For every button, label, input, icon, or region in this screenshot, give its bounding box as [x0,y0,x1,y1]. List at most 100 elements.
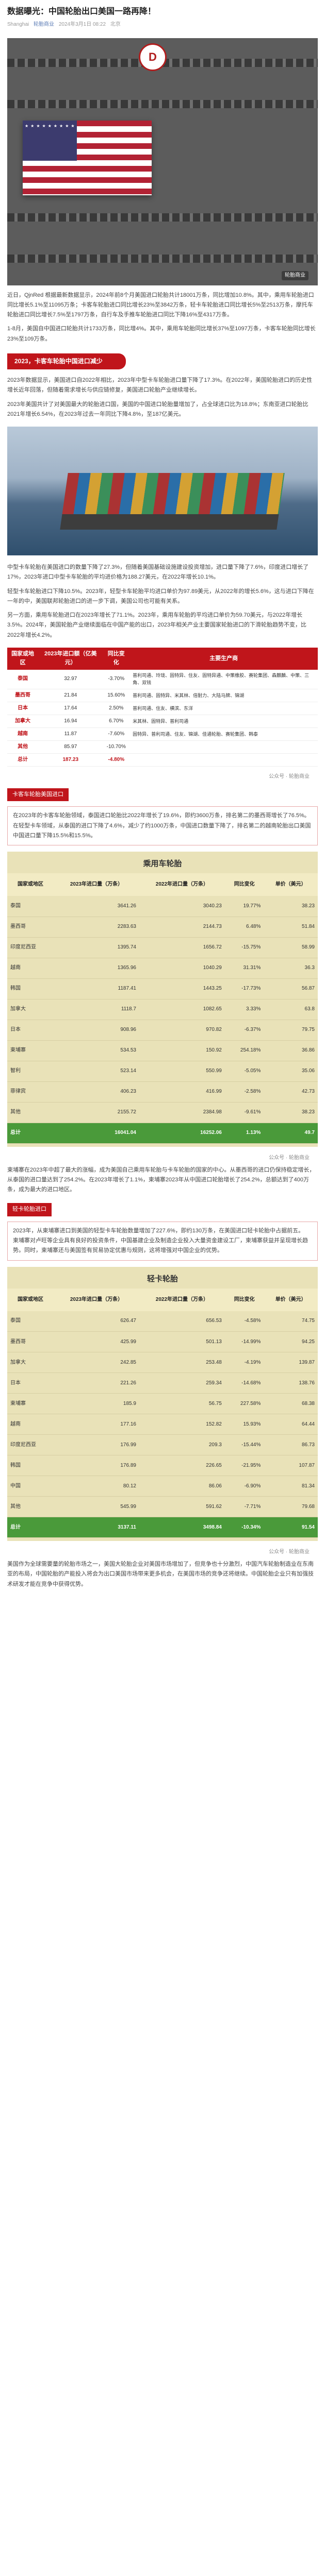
table-row: 日本 908.96 970.82 -6.37% 79.75 [7,1020,318,1041]
section-paragraph: 轻型卡车轮胎进口下降10.5%。2023年，轻型卡车轮胎平均进口单价为97.89… [7,588,314,604]
table-cell: -17.73% [224,978,264,999]
table-cell: 15.60% [103,689,130,702]
table-cell: 42.73 [264,1081,318,1103]
table-cell: -4.58% [224,1311,264,1332]
table-row: 越南 177.16 152.82 15.93% 64.44 [7,1414,318,1435]
table-cell: 226.65 [139,1455,225,1477]
table-cell: 86.73 [264,1434,318,1456]
table-row: 韩国 1187.41 1443.25 -17.73% 56.87 [7,978,318,999]
table-cell: 19.77% [224,896,264,917]
table-row: 印度尼西亚 176.99 209.3 -15.44% 86.73 [7,1434,318,1456]
intro-paragraph: 1-8月，美国自中国进口轮胎共计1733万条，同比增4%。其中，乘用车轮胎同比增… [7,326,316,342]
table-cell: 6.70% [103,715,130,728]
table-cell: 智利 [7,1061,54,1082]
passenger-tire-table: 国家或地区 2023年进口量（万条） 2022年进口量（万条） 同比变化 单价（… [7,873,318,1144]
col-header: 国家或地区 [7,647,39,670]
table-cell: 越南 [7,958,54,979]
table-cell: 1443.25 [139,978,225,999]
section-paragraph: 另一方面，乘用车轮胎进口在2023年增长了71.1%。2023年，乘用车轮胎的平… [7,612,307,638]
col-header: 2022年进口量（万条） [139,1288,225,1311]
section-paragraph: 中型卡车轮胎在美国进口的数量下降了27.3%，但随着美国基础设施建设投资增加，进… [7,564,309,581]
table-row: 越南 1365.96 1040.29 31.31% 36.3 [7,958,318,979]
table-cell: 16252.06 [139,1123,225,1144]
col-header: 同比变化 [103,647,130,670]
table-row: 越南 11.87 -7.60% 固特异、普利司通、住友、锦湖、佳通轮胎、赛轮集团、韩泰 [7,727,318,741]
table-cell [129,740,318,754]
table-cell: 94.25 [264,1331,318,1353]
table-row: 中国 80.12 86.06 -6.90% 81.34 [7,1476,318,1497]
box-paragraph: 柬埔寨对卢旺等企业具有良好的投资条件，中国基建企业及制造企业投入大量资金建设工厂… [13,1238,308,1254]
table-cell: -9.61% [224,1102,264,1123]
article-page: 数据曝光：中国轮胎出口美国一路再降！ Shanghai 轮胎商业 2024年3月… [7,7,318,1587]
col-header: 2023年进口量（万条） [54,873,139,896]
table-watermark: 公众号 · 轮胎商业 [269,1155,310,1161]
table-cell: 176.99 [54,1434,139,1456]
table-cell: 泰国 [7,896,54,917]
table-cell: 印度尼西亚 [7,937,54,958]
table-cell: 韩国 [7,1455,54,1477]
table-cell: 31.31% [224,958,264,979]
table-cell: 3.33% [224,999,264,1020]
table-cell: 总计 [7,753,39,767]
light-truck-tire-table: 国家或地区 2023年进口量（万条） 2022年进口量（万条） 同比变化 单价（… [7,1288,318,1538]
table-row: 泰国 3641.26 3040.23 19.77% 38.23 [7,896,318,917]
table-cell: 泰国 [7,669,39,689]
table-cell: -6.90% [224,1476,264,1497]
table-cell: 固特异、普利司通、住友、锦湖、佳通轮胎、赛轮集团、韩泰 [129,727,318,741]
table-cell: 501.13 [139,1331,225,1353]
table-row: 墨西哥 2283.63 2144.73 6.48% 51.84 [7,917,318,938]
table-cell: 2144.73 [139,917,225,938]
section-banner: 卡客车轮胎美国进口 [7,788,69,802]
table-cell: 3137.11 [54,1517,139,1538]
table-row: 柬埔寨 185.9 56.75 227.58% 68.38 [7,1393,318,1415]
table-cell: 56.75 [139,1393,225,1415]
table-cell: 其他 [7,1496,54,1518]
table-cell: 其他 [7,740,39,754]
meta-source: Shanghai [7,21,29,27]
table-cell: 韩国 [7,978,54,999]
import-value-table: 国家或地区 2023年进口额（亿美元） 同比变化 主要生产商 泰国 32.97 -3… [7,647,318,767]
table-cell: 259.34 [139,1372,225,1394]
table-cell: 49.7 [264,1123,318,1144]
table-cell: 1118.7 [54,999,139,1020]
table-row: 泰国 32.97 -3.70% 普利司通、玲珑、固特异、住友、固特异通、中策橡胶、赛轮… [7,669,318,689]
col-header: 主要生产商 [129,647,318,670]
table-cell: 209.3 [139,1434,225,1456]
table-cell: -7.60% [103,727,130,741]
table-row: 总计 187.23 -4.80% [7,753,318,767]
table-cell: 17.64 [38,702,103,715]
table-cell: 柬埔寨 [7,1040,54,1061]
table-row: 加拿大 1118.7 1082.65 3.33% 63.8 [7,999,318,1020]
table-cell: 1040.29 [139,958,225,979]
meta-channel-link[interactable]: 轮胎商业 [34,21,55,27]
table-cell: 3040.23 [139,896,225,917]
table-cell: 普利司通、玲珑、固特异、住友、固特异通、中策橡胶、赛轮集团、森麒麟、中策、三角、… [129,669,318,689]
table-watermark: 公众号 · 轮胎商业 [269,1549,310,1555]
table-cell: -14.99% [224,1331,264,1353]
table-cell: 印度尼西亚 [7,1434,54,1456]
table-row: 泰国 626.47 656.53 -4.58% 74.75 [7,1311,318,1332]
table-cell: -4.80% [103,753,130,767]
table-cell: 187.23 [38,753,103,767]
table-cell: 2155.72 [54,1102,139,1123]
table-cell: 1187.41 [54,978,139,999]
image-watermark: 轮胎商业 [282,270,308,280]
table-cell: 591.62 [139,1496,225,1518]
table-cell: 545.99 [54,1496,139,1518]
table-cell: 1395.74 [54,937,139,958]
table-cell: 152.82 [139,1414,225,1435]
table-cell: 81.34 [264,1476,318,1497]
table-cell: -6.37% [224,1020,264,1041]
table-cell: 加拿大 [7,1352,54,1374]
section-banner: 2023，卡客车轮胎中国进口减少 [7,353,126,370]
table-title: 轻卡轮胎 [147,1274,178,1283]
table-cell: 221.26 [54,1372,139,1394]
table-cell: 1.13% [224,1123,264,1144]
table-cell: 534.53 [54,1040,139,1061]
table-header-row: 国家或地区 2023年进口量（万条） 2022年进口量（万条） 同比变化 单价（… [7,873,318,896]
table-cell: -21.95% [224,1455,264,1477]
table-cell: 242.85 [54,1352,139,1374]
table-cell: 2384.98 [139,1102,225,1123]
table-cell: 656.53 [139,1311,225,1332]
section-paragraph: 2023年数据显示，美国进口自2022年相比，2023年中型卡车轮胎进口量下降了… [7,377,313,394]
